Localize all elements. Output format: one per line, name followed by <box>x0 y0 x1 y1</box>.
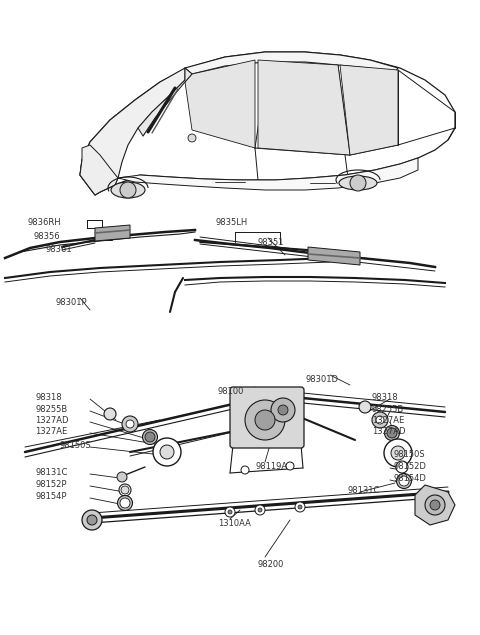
Circle shape <box>387 428 397 438</box>
Circle shape <box>255 505 265 515</box>
Text: 98255B: 98255B <box>35 405 67 414</box>
Text: 98200: 98200 <box>258 560 284 569</box>
Text: 9836RH: 9836RH <box>28 218 61 227</box>
Circle shape <box>258 508 262 512</box>
Circle shape <box>295 502 305 512</box>
Ellipse shape <box>111 182 145 198</box>
FancyBboxPatch shape <box>230 387 304 448</box>
Text: 98152P: 98152P <box>35 480 67 489</box>
Circle shape <box>188 134 196 142</box>
Polygon shape <box>308 247 360 265</box>
Text: 98152D: 98152D <box>393 462 426 471</box>
Circle shape <box>153 438 181 466</box>
Text: 98154D: 98154D <box>393 474 426 483</box>
Circle shape <box>384 439 412 467</box>
Circle shape <box>255 410 275 430</box>
Circle shape <box>121 486 129 494</box>
Circle shape <box>241 466 249 474</box>
Polygon shape <box>118 158 418 190</box>
Text: 9835LH: 9835LH <box>215 218 247 227</box>
Circle shape <box>350 175 366 191</box>
Ellipse shape <box>384 425 399 441</box>
Polygon shape <box>185 52 398 74</box>
Text: 1327AD: 1327AD <box>372 427 406 436</box>
Polygon shape <box>415 485 455 525</box>
Polygon shape <box>80 145 118 195</box>
Text: 1327AE: 1327AE <box>372 416 404 425</box>
Polygon shape <box>258 60 350 155</box>
Polygon shape <box>80 68 185 195</box>
Ellipse shape <box>396 461 408 473</box>
Text: 1327AE: 1327AE <box>35 427 67 436</box>
Polygon shape <box>95 225 130 241</box>
Text: 98131C: 98131C <box>35 468 67 477</box>
Circle shape <box>117 472 127 482</box>
Polygon shape <box>80 52 455 195</box>
Circle shape <box>120 182 136 198</box>
Ellipse shape <box>143 429 157 444</box>
Polygon shape <box>340 65 398 155</box>
Circle shape <box>160 445 174 459</box>
Text: 98301P: 98301P <box>55 298 86 307</box>
Polygon shape <box>138 68 192 136</box>
Circle shape <box>425 495 445 515</box>
Polygon shape <box>185 60 255 148</box>
Ellipse shape <box>372 412 388 428</box>
Text: 98301D: 98301D <box>305 375 338 384</box>
Text: 98150S: 98150S <box>60 441 92 450</box>
Bar <box>87 220 102 228</box>
Circle shape <box>145 432 155 442</box>
Text: 98318: 98318 <box>35 393 61 402</box>
Circle shape <box>82 510 102 530</box>
Ellipse shape <box>119 484 131 496</box>
Ellipse shape <box>339 176 377 190</box>
Circle shape <box>126 420 134 428</box>
Ellipse shape <box>396 474 411 488</box>
Text: 98100: 98100 <box>218 387 244 396</box>
Circle shape <box>298 505 302 509</box>
Text: 98318: 98318 <box>372 393 398 402</box>
Ellipse shape <box>118 495 132 511</box>
Circle shape <box>120 498 130 508</box>
Circle shape <box>245 400 285 440</box>
Text: 98255B: 98255B <box>372 405 404 414</box>
Circle shape <box>286 462 294 470</box>
Circle shape <box>430 500 440 510</box>
Circle shape <box>399 476 409 486</box>
Text: 98356: 98356 <box>33 232 60 241</box>
Text: 98150S: 98150S <box>393 450 425 459</box>
Circle shape <box>271 398 295 422</box>
Ellipse shape <box>122 416 138 432</box>
Text: 98119A: 98119A <box>256 462 288 471</box>
Text: 1310AA: 1310AA <box>218 519 251 528</box>
Circle shape <box>376 416 384 424</box>
Text: 1327AD: 1327AD <box>35 416 69 425</box>
Circle shape <box>228 510 232 514</box>
Circle shape <box>104 408 116 420</box>
Text: 98131C: 98131C <box>348 486 380 495</box>
Circle shape <box>225 507 235 517</box>
Circle shape <box>391 446 405 460</box>
Text: 98154P: 98154P <box>35 492 67 501</box>
Circle shape <box>278 405 288 415</box>
Text: 98351: 98351 <box>258 238 285 247</box>
Circle shape <box>87 515 97 525</box>
Circle shape <box>359 401 371 413</box>
Text: 98361: 98361 <box>46 245 72 254</box>
